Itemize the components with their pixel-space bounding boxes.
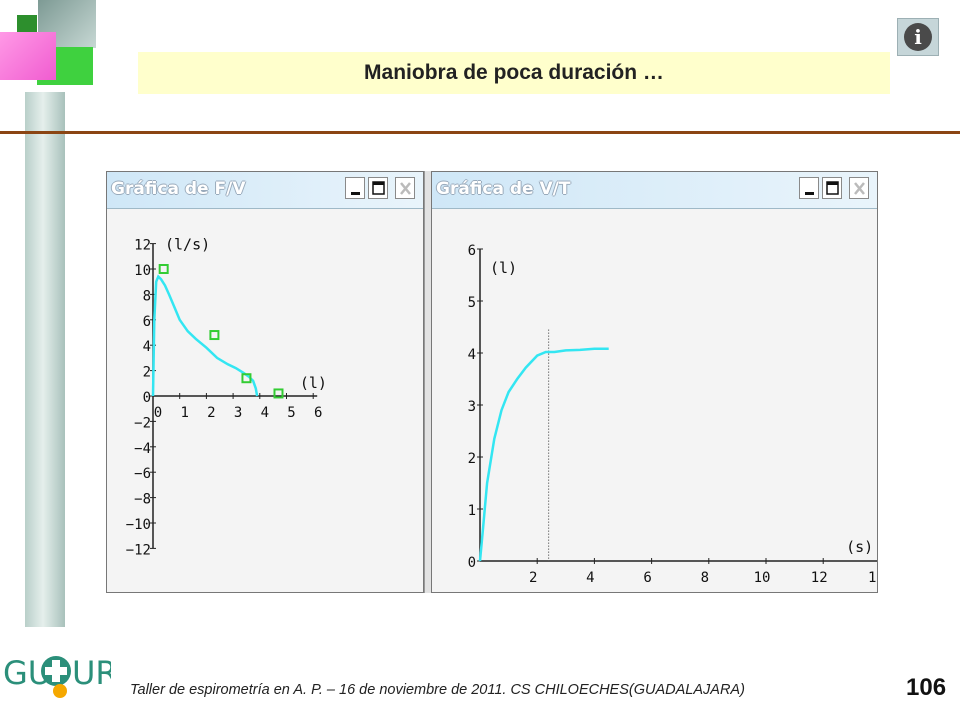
x-tick-label: 12 — [811, 570, 828, 586]
minimize-button[interactable] — [799, 177, 819, 199]
decor-square-pink — [0, 32, 56, 80]
title-divider — [0, 131, 960, 134]
close-button[interactable] — [395, 177, 415, 199]
close-icon — [854, 182, 865, 195]
y-tick-label: 6 — [468, 243, 476, 259]
y-axis-label: (l) — [490, 259, 517, 277]
window-title-bar[interactable]: Gráfica de F/V — [107, 172, 423, 209]
slide-title: Maniobra de poca duración … — [138, 52, 890, 94]
x-axis-label: (s) — [846, 538, 873, 556]
minimize-icon — [351, 192, 360, 195]
y-tick-label: −6 — [134, 466, 151, 482]
close-icon — [400, 182, 411, 195]
x-tick-label: 4 — [586, 570, 594, 586]
x-tick-label: 6 — [314, 405, 322, 421]
y-tick-label: −2 — [134, 415, 151, 431]
minimize-button[interactable] — [345, 177, 365, 199]
x-tick-label: 14 — [868, 570, 877, 586]
close-button[interactable] — [849, 177, 869, 199]
y-tick-label: 2 — [468, 451, 476, 467]
y-tick-label: 8 — [143, 288, 151, 304]
window-vt-graph: Gráfica de V/T 01234562468101214(l)(s) — [431, 171, 878, 593]
x-tick-label: 5 — [287, 405, 295, 421]
y-tick-label: 6 — [143, 314, 151, 330]
maximize-icon — [372, 181, 385, 195]
x-tick-label: 1 — [180, 405, 188, 421]
footer-text: Taller de espirometría en A. P. – 16 de … — [130, 682, 745, 698]
y-tick-label: −12 — [126, 542, 151, 558]
y-tick-label: 4 — [468, 347, 476, 363]
window-title: Gráfica de V/T — [436, 179, 571, 199]
x-tick-label: 2 — [529, 570, 537, 586]
maximize-button[interactable] — [822, 177, 842, 199]
x-tick-label: 0 — [154, 405, 162, 421]
y-tick-label: 1 — [468, 503, 476, 519]
info-icon: i — [904, 23, 932, 51]
window-fv-graph: Gráfica de F/V 12 10 8 6 4 2 0 −2 −4 −6 −8 −10 −12 0 1… — [106, 171, 424, 593]
info-button[interactable]: i — [897, 18, 939, 56]
maximize-icon — [826, 181, 839, 195]
y-axis-label: (l/s) — [165, 236, 210, 254]
y-tick-label: 12 — [134, 238, 151, 254]
x-tick-label: 6 — [643, 570, 651, 586]
y-tick-label: −8 — [134, 492, 151, 508]
page-number: 106 — [906, 674, 947, 701]
reference-marker — [158, 264, 169, 274]
decor-vertical-bar — [25, 92, 65, 627]
minimize-icon — [805, 192, 814, 195]
y-tick-label: −4 — [134, 441, 151, 457]
vt-plot: 01234562468101214(l)(s) — [468, 243, 877, 586]
x-tick-label: 2 — [207, 405, 215, 421]
logo-cross-icon — [41, 656, 71, 698]
vt-curve — [478, 347, 609, 562]
reference-marker — [273, 388, 284, 399]
x-axis-label: (l) — [300, 374, 327, 392]
reference-marker — [241, 373, 252, 384]
x-tick-label: 4 — [261, 405, 269, 421]
y-tick-label: −10 — [126, 517, 151, 533]
y-tick-label: 10 — [134, 263, 151, 279]
x-tick-label: 10 — [754, 570, 771, 586]
x-tick-label: 3 — [234, 405, 242, 421]
window-title-bar[interactable]: Gráfica de V/T — [432, 172, 877, 209]
y-tick-label: 0 — [143, 390, 151, 406]
y-tick-label: 5 — [468, 295, 476, 311]
x-tick-label: 8 — [701, 570, 709, 586]
window-title: Gráfica de F/V — [111, 179, 246, 199]
maximize-button[interactable] — [368, 177, 388, 199]
reference-marker — [209, 330, 220, 341]
fv-curve — [151, 274, 259, 397]
y-tick-label: 2 — [143, 365, 151, 381]
logo-right-text: UR — [72, 654, 111, 692]
y-tick-label: 4 — [143, 339, 151, 355]
decor-square-green — [17, 15, 37, 35]
y-tick-label: 3 — [468, 399, 476, 415]
y-tick-label: 0 — [468, 555, 476, 571]
gusur-logo: GU UR — [3, 654, 111, 698]
